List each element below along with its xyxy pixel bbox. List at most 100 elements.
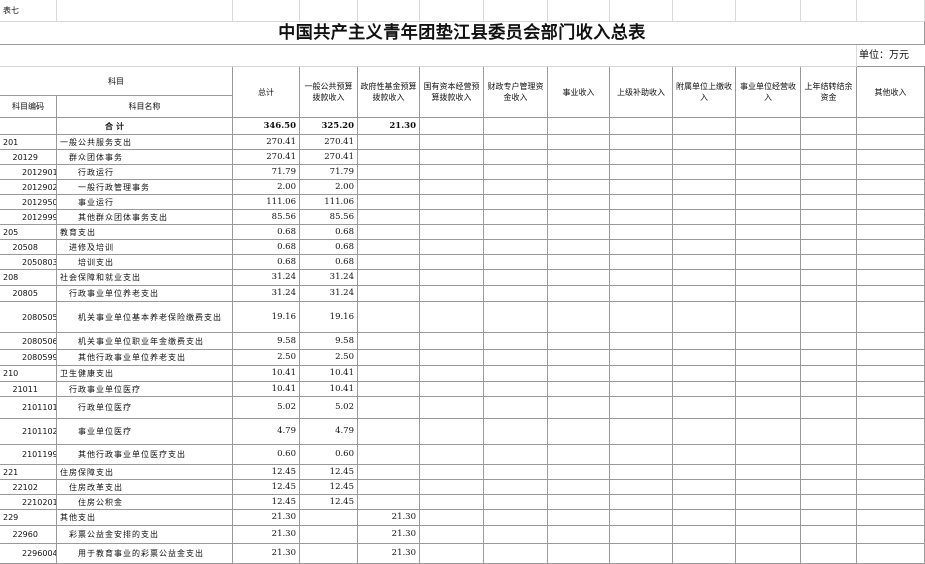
subject-code: 221 <box>0 465 57 480</box>
empty-cell <box>736 419 801 445</box>
subject-name: 培训支出 <box>57 255 233 270</box>
subject-code: 201 <box>0 135 57 150</box>
empty-cell <box>610 397 673 419</box>
empty-cell <box>857 165 925 180</box>
grid-cell <box>300 0 358 22</box>
empty-cell <box>801 240 857 255</box>
empty-cell <box>801 350 857 366</box>
empty-cell <box>548 480 610 495</box>
empty-cell <box>548 382 610 397</box>
empty-cell <box>610 302 673 333</box>
empty-cell <box>736 165 801 180</box>
subject-code: 2101199 <box>0 445 57 465</box>
empty-cell <box>358 225 420 240</box>
amount: 0.68 <box>300 240 358 255</box>
empty-cell <box>673 382 736 397</box>
empty-cell <box>420 255 484 270</box>
empty-cell <box>358 480 420 495</box>
empty-cell <box>358 210 420 225</box>
empty-cell <box>610 286 673 302</box>
empty-cell <box>548 165 610 180</box>
amount: 9.58 <box>300 333 358 350</box>
subject-code: 2101101 <box>0 397 57 419</box>
empty-cell <box>484 150 548 165</box>
empty-cell <box>420 225 484 240</box>
amount: 270.41 <box>300 150 358 165</box>
empty-cell <box>610 382 673 397</box>
empty-cell <box>857 225 925 240</box>
subject-name: 教育支出 <box>57 225 233 240</box>
empty-cell <box>673 366 736 382</box>
amount: 2.00 <box>233 180 300 195</box>
empty-cell <box>801 495 857 510</box>
empty-cell <box>420 118 484 135</box>
amount: 111.06 <box>233 195 300 210</box>
empty-cell <box>610 465 673 480</box>
empty-cell <box>300 510 358 526</box>
subject-code: 21011 <box>0 382 57 397</box>
header-code: 科目编码 <box>0 96 57 118</box>
empty-cell <box>484 225 548 240</box>
amount: 21.30 <box>358 526 420 544</box>
empty-cell <box>484 510 548 526</box>
empty-cell <box>857 480 925 495</box>
empty-cell <box>673 255 736 270</box>
empty-cell <box>420 382 484 397</box>
empty-cell <box>548 445 610 465</box>
subject-code: 2101102 <box>0 419 57 445</box>
grid-cell: 表七 <box>0 0 57 22</box>
subject-code: 2080599 <box>0 350 57 366</box>
empty-cell <box>484 195 548 210</box>
empty-cell <box>548 180 610 195</box>
amount: 0.60 <box>233 445 300 465</box>
empty-cell <box>801 180 857 195</box>
subject-code: 2080505 <box>0 302 57 333</box>
grid-cell <box>801 0 857 22</box>
empty-cell <box>548 350 610 366</box>
empty-cell <box>548 225 610 240</box>
subject-code: 22960 <box>0 526 57 544</box>
empty-cell <box>673 210 736 225</box>
empty-cell <box>736 302 801 333</box>
subject-name: 社会保障和就业支出 <box>57 270 233 286</box>
empty-cell <box>610 333 673 350</box>
empty-cell <box>420 240 484 255</box>
empty-cell <box>484 333 548 350</box>
empty-cell <box>358 195 420 210</box>
empty-cell <box>548 240 610 255</box>
empty-cell <box>610 480 673 495</box>
empty-cell <box>736 286 801 302</box>
empty-cell <box>548 366 610 382</box>
empty-cell <box>736 150 801 165</box>
empty-cell <box>673 350 736 366</box>
subject-name: 行政事业单位医疗 <box>57 382 233 397</box>
empty-cell <box>801 445 857 465</box>
empty-cell <box>610 240 673 255</box>
subject-code: 20805 <box>0 286 57 302</box>
empty-cell <box>420 165 484 180</box>
empty-cell <box>300 526 358 544</box>
subject-name: 一般行政管理事务 <box>57 180 233 195</box>
empty-cell <box>736 270 801 286</box>
empty-cell <box>736 333 801 350</box>
amount: 5.02 <box>300 397 358 419</box>
empty-cell <box>801 510 857 526</box>
empty-cell <box>610 210 673 225</box>
empty-cell <box>358 150 420 165</box>
empty-cell <box>548 210 610 225</box>
empty-cell <box>801 382 857 397</box>
empty-cell <box>610 255 673 270</box>
empty-cell <box>736 495 801 510</box>
empty-cell <box>484 419 548 445</box>
amount: 71.79 <box>233 165 300 180</box>
empty-cell <box>610 366 673 382</box>
empty-cell <box>857 333 925 350</box>
empty-cell <box>736 366 801 382</box>
amount: 71.79 <box>300 165 358 180</box>
empty-cell <box>358 397 420 419</box>
empty-cell <box>673 150 736 165</box>
empty-cell <box>484 397 548 419</box>
empty-cell <box>736 397 801 419</box>
subject-code: 2012901 <box>0 165 57 180</box>
column-header: 上年结转结余资金 <box>801 67 857 118</box>
